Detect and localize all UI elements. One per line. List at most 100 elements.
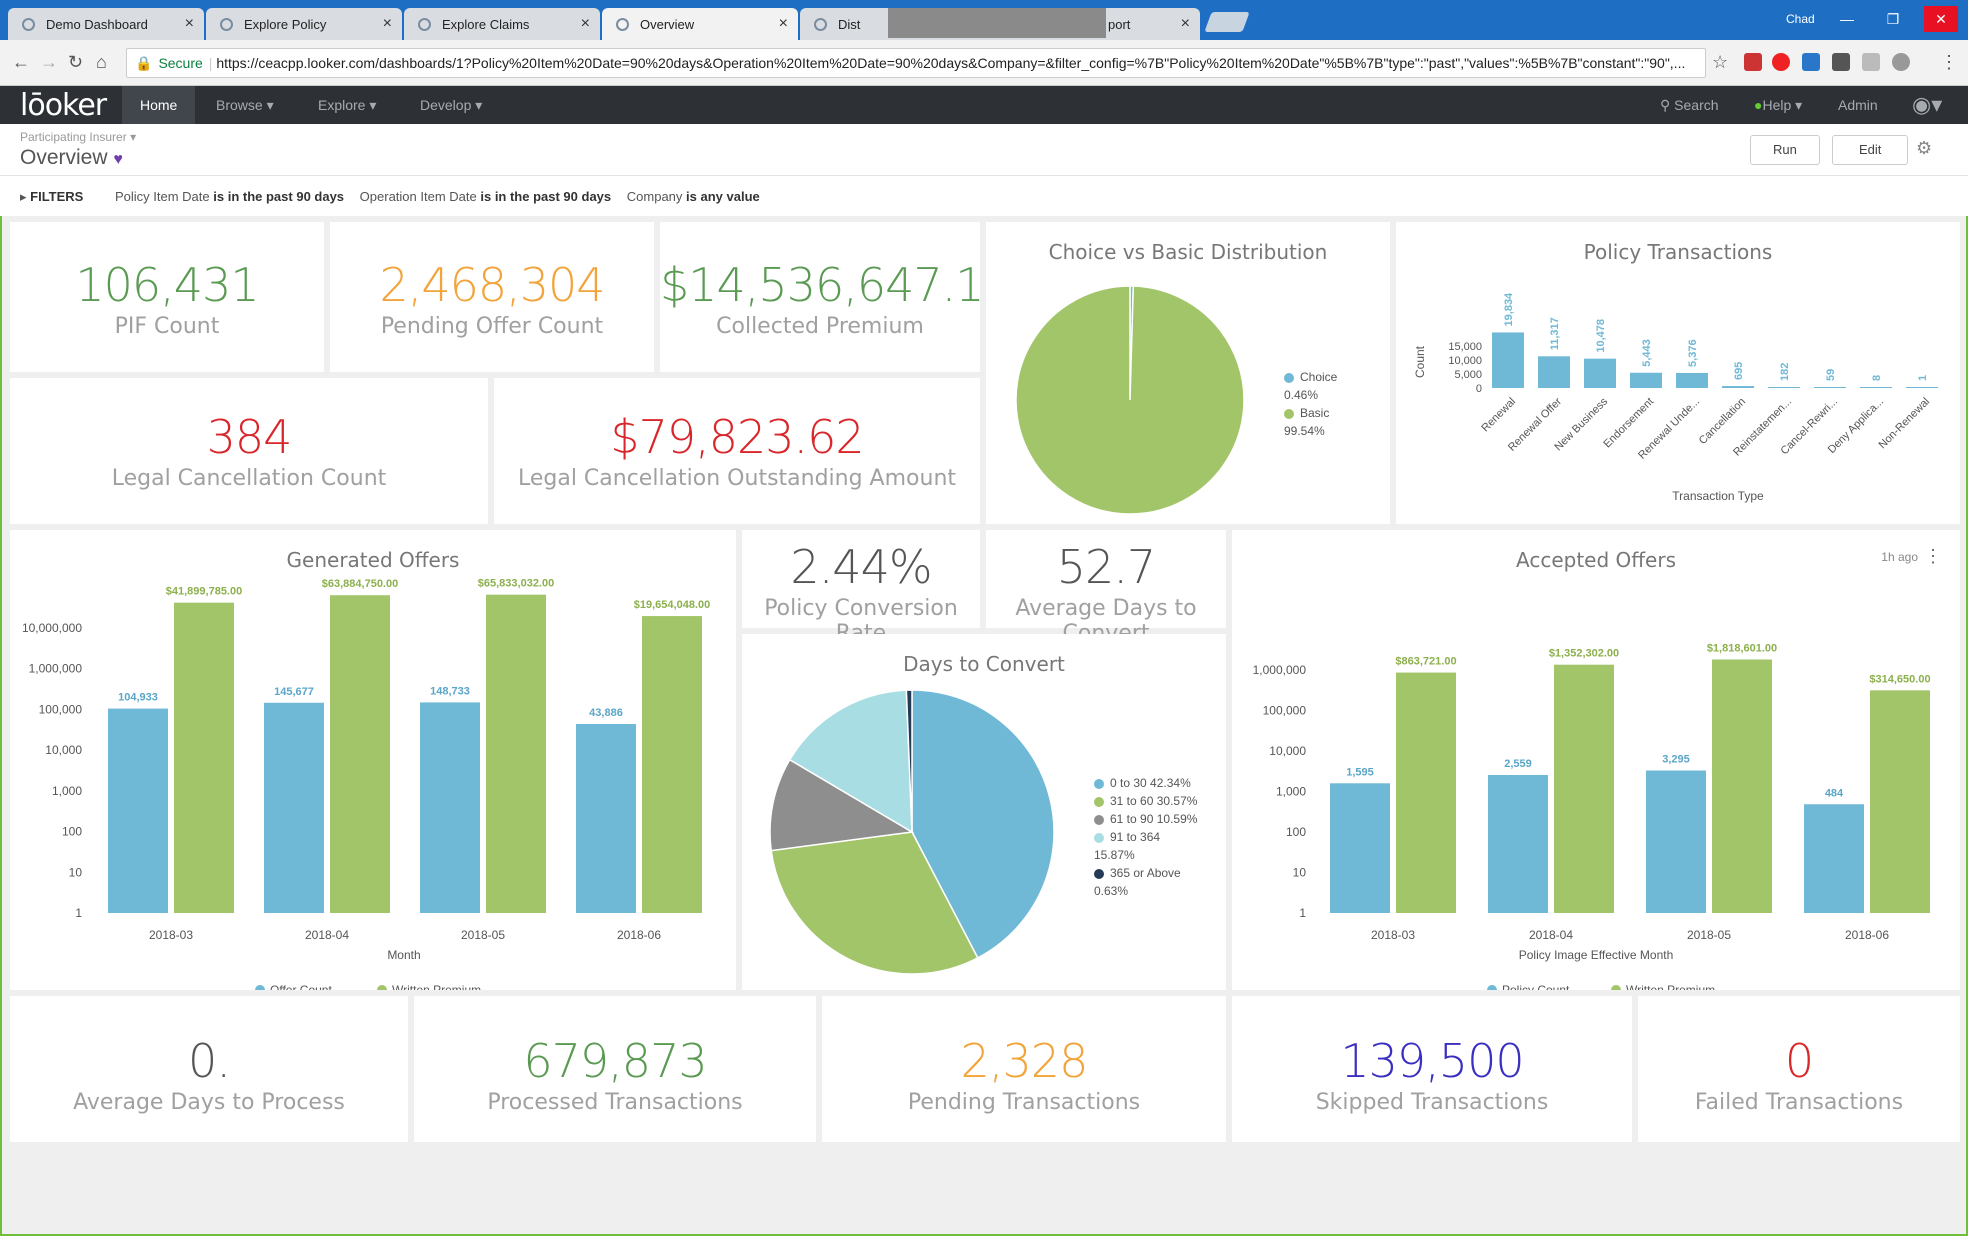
breadcrumb[interactable]: Participating Insurer ▾ (20, 130, 136, 144)
data-label: $19,654,048.00 (634, 599, 710, 611)
single-value: $14,536,647.11 (660, 258, 1013, 312)
bar (420, 702, 480, 913)
nav-browse[interactable]: Browse ▾ (198, 86, 292, 124)
tile-average-days-to-process: 0. Average Days to Process (10, 996, 408, 1142)
tab-label: Explore Claims (442, 17, 530, 32)
pie-legend: 0 to 30 42.34% 31 to 60 30.57% 61 to 90 … (1094, 774, 1197, 900)
data-label: 3,295 (1662, 754, 1690, 766)
x-tick-label: Cancellation (1697, 396, 1748, 447)
filter-field: Operation Item Date (359, 189, 477, 204)
bar (642, 616, 702, 913)
filters-toggle[interactable]: ▸ FILTERS (20, 189, 83, 204)
x-axis-label: Policy Image Effective Month (1519, 948, 1674, 962)
tile-pending-transactions: 2,328 Pending Transactions (822, 996, 1226, 1142)
y-tick-label: 1,000,000 (29, 662, 83, 676)
legend-item[interactable]: 61 to 90 10.59% (1094, 810, 1197, 828)
extension-icon[interactable] (1892, 53, 1910, 71)
single-value-label: Processed Transactions (487, 1090, 743, 1115)
filter-op: is in the past 90 days (480, 189, 612, 204)
url-text: https://ceacpp.looker.com/dashboards/1?P… (216, 55, 1686, 71)
filter-operation-item-date[interactable]: Operation Item Date is in the past 90 da… (360, 189, 611, 204)
legend-item[interactable]: 0 to 30 42.34% (1094, 774, 1197, 792)
extension-icon[interactable] (1744, 53, 1762, 71)
data-label: 2,559 (1504, 758, 1532, 770)
nav-explore[interactable]: Explore ▾ (300, 86, 394, 124)
last-updated: 1h ago (1881, 550, 1918, 564)
bar (1630, 372, 1662, 388)
tile-days-to-convert: Days to Convert 0 to 30 42.34% 31 to 60 … (742, 634, 1226, 990)
back-icon[interactable]: ← (12, 52, 30, 72)
filter-field: Policy Item Date (114, 189, 210, 204)
opera-extension-icon[interactable] (1772, 53, 1790, 71)
nav-help[interactable]: ●Help ▾ (1736, 86, 1820, 124)
gear-icon[interactable]: ⚙ (1916, 138, 1933, 158)
close-icon[interactable]: × (778, 15, 788, 32)
secure-label: Secure (158, 55, 203, 71)
skype-extension-icon[interactable] (1802, 53, 1820, 71)
tab-explore-policy[interactable]: Explore Policy × (206, 8, 402, 40)
x-tick-label: 2018-06 (617, 928, 661, 942)
data-label: 19,834 (1503, 292, 1515, 327)
legend-item-choice[interactable]: Choice (1284, 368, 1337, 386)
chart-title: Choice vs Basic Distribution (1048, 240, 1328, 264)
close-icon[interactable]: × (184, 15, 194, 32)
legend-pct: 42.34% (1150, 776, 1191, 790)
tab-demo-dashboard[interactable]: Demo Dashboard × (8, 8, 204, 40)
star-icon[interactable]: ☆ (1712, 52, 1729, 72)
nav-home[interactable]: Home (122, 86, 196, 124)
legend-item-basic[interactable]: Basic (1284, 404, 1337, 422)
restore-icon[interactable]: ❐ (1886, 11, 1900, 27)
legend-pct: 99.54% (1284, 424, 1325, 438)
close-icon[interactable]: × (382, 15, 392, 32)
pie-slice (1015, 285, 1245, 515)
bar (1584, 358, 1616, 388)
y-tick-label: 100,000 (39, 702, 83, 716)
nav-develop[interactable]: Develop ▾ (402, 86, 500, 124)
close-icon[interactable]: × (580, 15, 590, 32)
nav-admin[interactable]: Admin (1838, 97, 1878, 113)
x-tick-label: 2018-04 (1529, 928, 1573, 942)
minimize-icon[interactable]: — (1840, 11, 1854, 27)
forward-icon[interactable]: → (40, 52, 58, 72)
tab-label: port (1108, 17, 1131, 32)
looker-favicon-icon (616, 18, 629, 31)
glasses-extension-icon[interactable] (1832, 53, 1850, 71)
filter-policy-item-date[interactable]: Policy Item Date is in the past 90 days (115, 189, 344, 204)
chart-title: Days to Convert (903, 652, 1065, 676)
legend-item[interactable]: 365 or Above (1094, 864, 1197, 882)
reload-icon[interactable]: ↻ (68, 52, 84, 72)
chevron-down-icon: ▾ (1795, 97, 1803, 113)
profile-name[interactable]: Chad (1786, 12, 1815, 26)
looker-logo[interactable]: lōoker (20, 88, 107, 123)
extension-icon[interactable] (1862, 53, 1880, 71)
heart-icon[interactable]: ♥ (113, 151, 123, 168)
close-window-icon[interactable]: ✕ (1924, 6, 1958, 32)
run-button[interactable]: Run (1750, 135, 1820, 165)
tile-legal-cancellation-amount: $79,823.62 Legal Cancellation Outstanding… (494, 378, 980, 524)
y-tick-label: 1 (75, 906, 82, 920)
tab-explore-claims[interactable]: Explore Claims × (404, 8, 600, 40)
new-tab-button[interactable] (1204, 12, 1250, 32)
user-avatar-icon[interactable]: ◉▾ (1912, 92, 1943, 117)
looker-favicon-icon (22, 18, 35, 31)
tile-menu-icon[interactable]: ⋮ (1924, 546, 1942, 566)
home-icon[interactable]: ⌂ (96, 52, 107, 72)
bar (486, 594, 546, 913)
url-field[interactable]: 🔒 Secure | https://ceacpp.looker.com/dashb… (126, 48, 1706, 78)
single-value: 0. (188, 1034, 231, 1088)
data-label: $863,721.00 (1395, 656, 1456, 668)
address-bar: ← → ↻ ⌂ 🔒 Secure | https://ceacpp.looker.c… (0, 40, 1968, 86)
nav-search[interactable]: ⚲ Search (1642, 86, 1737, 124)
legend-item[interactable]: 91 to 364 (1094, 828, 1197, 846)
bar (1712, 659, 1772, 913)
close-icon[interactable]: × (1180, 15, 1190, 32)
menu-icon[interactable]: ⋮ (1940, 52, 1958, 72)
filter-company[interactable]: Company is any value (627, 189, 760, 204)
bar (1906, 387, 1938, 388)
bar (576, 723, 636, 913)
pie-slice (911, 689, 1055, 959)
legend-item[interactable]: 31 to 60 30.57% (1094, 792, 1197, 810)
edit-button[interactable]: Edit (1832, 135, 1909, 165)
status-dot-icon: ● (1754, 97, 1763, 113)
tab-overview[interactable]: Overview × (602, 8, 798, 40)
